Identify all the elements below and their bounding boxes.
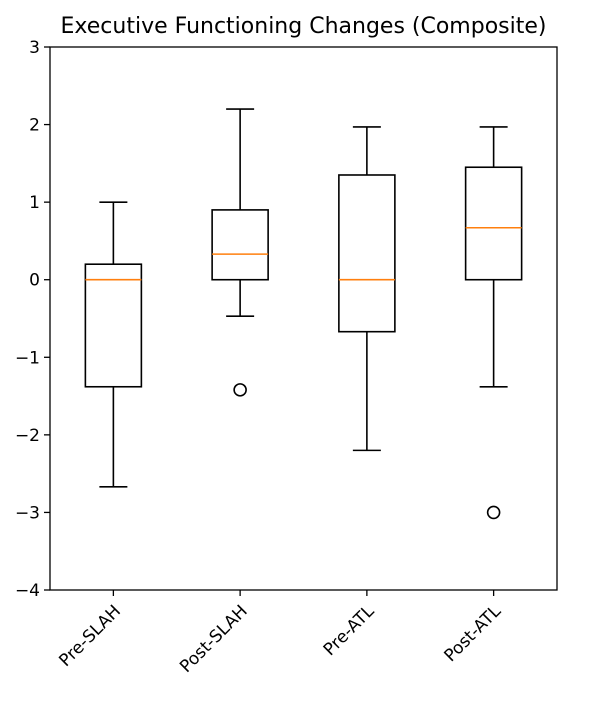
box-group xyxy=(211,108,269,397)
x-tick-label: Pre-ATL xyxy=(320,601,379,660)
y-tick-label: −1 xyxy=(15,348,40,368)
box-group xyxy=(464,126,523,520)
outlier-point xyxy=(486,505,501,520)
iqr-box xyxy=(464,166,523,281)
plot-frame xyxy=(49,46,558,591)
outlier-point xyxy=(233,383,247,397)
iqr-box xyxy=(84,263,143,388)
chart-title: Executive Functioning Changes (Composite… xyxy=(61,14,547,39)
y-tick-label: 0 xyxy=(29,271,40,291)
y-tick-label: 1 xyxy=(29,193,40,213)
box-group xyxy=(84,201,143,488)
x-tick-label: Post-SLAH xyxy=(176,601,252,677)
y-tick-label: 3 xyxy=(29,38,40,58)
iqr-box xyxy=(211,209,269,281)
y-tick-label: −3 xyxy=(15,503,40,523)
y-tick-label: 2 xyxy=(29,116,40,136)
x-tick-label: Post-ATL xyxy=(440,601,505,666)
x-tick-label: Pre-SLAH xyxy=(55,601,124,670)
iqr-box xyxy=(338,174,396,333)
y-tick-label: −2 xyxy=(15,426,40,446)
y-tick-label: −4 xyxy=(15,581,40,601)
box-group xyxy=(338,126,396,452)
